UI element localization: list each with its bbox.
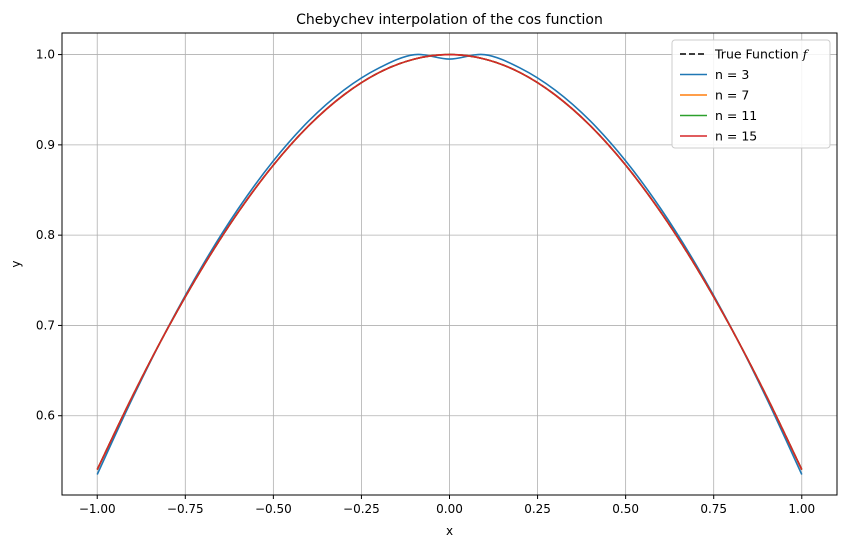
y-tick-label: 0.8 bbox=[36, 228, 55, 242]
axis-ticks: −1.00 −0.75 −0.50 −0.25 0.00 0.25 0.50 0.75 1.00… bbox=[36, 48, 815, 516]
legend-entry-label: n = 3 bbox=[715, 67, 749, 82]
legend: True Function f n = 3 n = 7 n = 11 n = 15 bbox=[671, 39, 831, 149]
y-tick-label: 1.0 bbox=[36, 48, 55, 62]
y-axis-label: y bbox=[9, 260, 23, 267]
x-tick-label: −1.00 bbox=[79, 502, 116, 516]
x-tick-label: 0.25 bbox=[524, 502, 551, 516]
x-tick-label: −0.25 bbox=[343, 502, 380, 516]
series-line bbox=[96, 53, 803, 470]
x-tick-label: 1.00 bbox=[788, 502, 815, 516]
legend-entry-label: n = 11 bbox=[715, 108, 757, 123]
x-tick-label: 0.75 bbox=[700, 502, 727, 516]
legend-box bbox=[671, 39, 831, 149]
y-tick-label: 0.9 bbox=[36, 138, 55, 152]
y-tick-label: 0.6 bbox=[36, 409, 55, 423]
x-tick-label: −0.75 bbox=[167, 502, 204, 516]
series-line bbox=[96, 53, 803, 475]
x-tick-label: −0.50 bbox=[255, 502, 292, 516]
x-tick-label: 0.00 bbox=[436, 502, 463, 516]
legend-entry-label: n = 15 bbox=[715, 129, 757, 144]
series-lines bbox=[96, 53, 803, 475]
chart-title: Chebychev interpolation of the cos funct… bbox=[296, 12, 603, 28]
x-tick-label: 0.50 bbox=[612, 502, 639, 516]
legend-entry-label: True Function f bbox=[714, 47, 810, 62]
x-axis-label: x bbox=[446, 524, 453, 538]
y-tick-label: 0.7 bbox=[36, 318, 55, 332]
legend-entry-label: n = 7 bbox=[715, 88, 749, 103]
